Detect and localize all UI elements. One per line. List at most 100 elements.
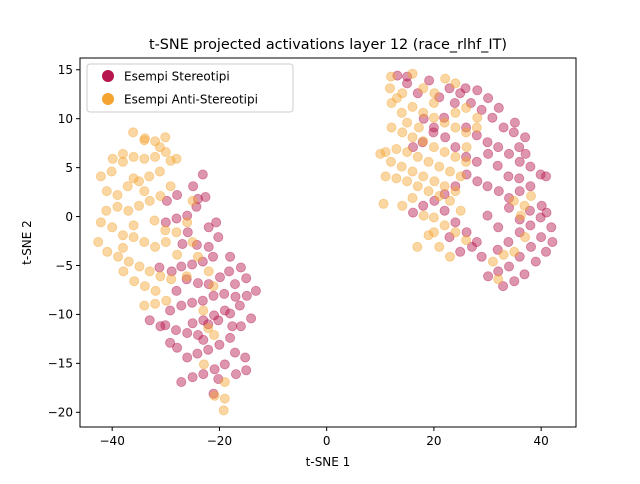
scatter-point-stereotipi [182,210,193,221]
scatter-point-stereotipi [514,251,525,262]
scatter-point-stereotipi [493,222,504,233]
scatter-point-anti-stereotipi [117,156,128,167]
x-tick-label: 0 [323,434,331,448]
legend-label-stereotipi: Esempi Stereotipi [124,70,230,84]
scatter-point-stereotipi [191,201,202,212]
legend: Esempi Stereotipi Esempi Anti-Stereotipi [86,63,294,113]
scatter-point-anti-stereotipi [493,274,504,285]
scatter-point-stereotipi [402,71,413,82]
scatter-point-stereotipi [503,202,514,213]
scatter-point-stereotipi [472,85,483,96]
scatter-point-stereotipi [192,329,203,340]
scatter-point-stereotipi [192,348,203,359]
x-tick-label: 40 [534,434,549,448]
scatter-point-stereotipi [535,169,546,180]
scatter-point-anti-stereotipi [440,73,451,84]
scatter-point-stereotipi [241,365,252,376]
scatter-point-stereotipi [227,321,238,332]
scatter-point-anti-stereotipi [150,285,161,296]
scatter-point-anti-stereotipi [209,329,220,340]
scatter-point-anti-stereotipi [106,166,117,177]
scatter-point-stereotipi [493,102,504,113]
scatter-point-anti-stereotipi [396,107,407,118]
scatter-point-stereotipi [514,214,525,225]
scatter-point-anti-stereotipi [455,205,466,216]
scatter-point-stereotipi [482,181,493,192]
scatter-point-stereotipi [503,171,514,182]
scatter-point-stereotipi [482,210,493,221]
scatter-point-anti-stereotipi [397,127,408,138]
scatter-point-stereotipi [471,130,482,141]
scatter-point-stereotipi [460,83,471,94]
scatter-point-stereotipi [503,148,514,159]
scatter-point-stereotipi [198,369,209,380]
scatter-point-stereotipi [476,251,487,262]
scatter-point-stereotipi [197,295,208,306]
scatter-point-anti-stereotipi [208,281,219,292]
scatter-point-anti-stereotipi [160,132,171,143]
scatter-point-anti-stereotipi [450,151,461,162]
scatter-point-anti-stereotipi [418,107,429,118]
scatter-point-anti-stereotipi [139,236,150,247]
scatter-point-stereotipi [434,92,445,103]
scatter-point-stereotipi [198,315,209,326]
scatter-point-stereotipi [407,207,418,218]
scatter-point-anti-stereotipi [192,251,203,262]
scatter-point-stereotipi [503,261,514,272]
scatter-point-anti-stereotipi [102,246,113,257]
scatter-point-anti-stereotipi [386,98,397,109]
scatter-point-stereotipi [172,189,183,200]
scatter-point-anti-stereotipi [123,205,134,216]
scatter-point-stereotipi [541,207,552,218]
scatter-point-stereotipi [171,213,182,224]
scatter-point-stereotipi [492,160,503,171]
scatter-point-anti-stereotipi [412,181,423,192]
scatter-point-stereotipi [246,313,257,324]
scatter-point-stereotipi [514,142,525,153]
scatter-point-stereotipi [166,266,177,277]
scatter-point-anti-stereotipi [122,181,133,192]
scatter-point-anti-stereotipi [450,186,461,197]
scatter-point-stereotipi [444,83,455,94]
scatter-point-stereotipi [525,181,536,192]
scatter-point-stereotipi [177,238,188,249]
scatter-point-anti-stereotipi [160,146,171,157]
scatter-point-stereotipi [476,104,487,115]
scatter-point-anti-stereotipi [165,181,176,192]
scatter-point-stereotipi [209,364,220,375]
scatter-point-stereotipi [191,239,202,250]
chart-title: t-SNE projected activations layer 12 (ra… [149,37,507,53]
scatter-point-anti-stereotipi [450,78,461,89]
scatter-point-stereotipi [455,246,466,257]
scatter-point-anti-stereotipi [117,148,128,159]
scatter-point-stereotipi [471,236,482,247]
scatter-point-stereotipi [144,315,155,326]
scatter-point-anti-stereotipi [450,122,461,133]
scatter-point-anti-stereotipi [165,155,176,166]
scatter-point-stereotipi [203,344,214,355]
scatter-point-stereotipi [170,325,181,336]
scatter-point-anti-stereotipi [508,195,519,206]
scatter-point-anti-stereotipi [391,93,402,104]
scatter-point-stereotipi [520,148,531,159]
scatter-point-stereotipi [483,148,494,159]
y-axis-ticks: −20 −15 −10 −5 0 5 10 15 [48,63,80,420]
scatter-point-anti-stereotipi [160,236,171,247]
scatter-point-stereotipi [203,319,214,330]
scatter-point-anti-stereotipi [384,83,395,94]
scatter-point-stereotipi [203,241,214,252]
scatter-point-stereotipi [509,117,520,128]
scatter-point-stereotipi [407,142,418,153]
y-axis-label: t-SNE 2 [20,220,34,265]
scatter-point-anti-stereotipi [134,261,145,272]
scatter-point-anti-stereotipi [439,220,450,231]
scatter-point-anti-stereotipi [498,249,509,260]
x-tick-label: −20 [207,434,232,448]
scatter-point-stereotipi [187,259,198,270]
scatter-point-stereotipi [235,262,246,273]
scatter-point-anti-stereotipi [428,212,439,223]
scatter-point-stereotipi [541,246,552,257]
scatter-point-anti-stereotipi [428,142,439,153]
scatter-point-anti-stereotipi [118,266,129,277]
scatter-point-stereotipi [182,227,193,238]
